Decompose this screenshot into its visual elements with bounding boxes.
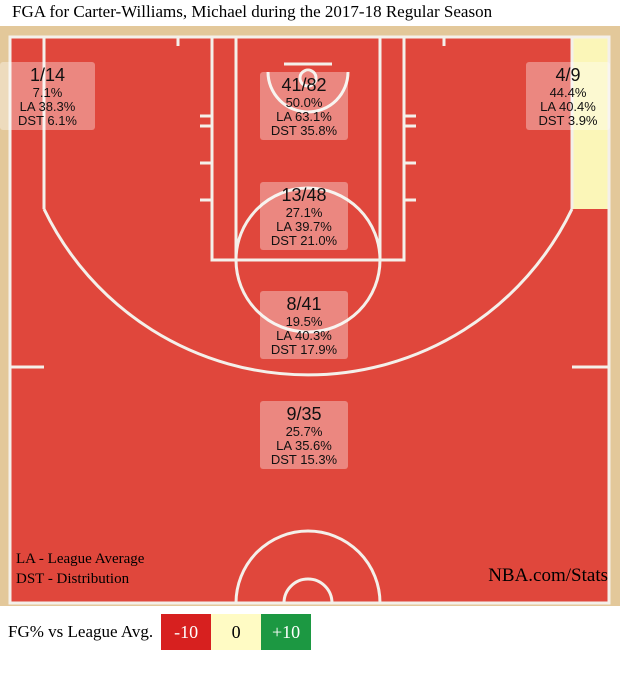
zone-la: LA 39.7% (276, 219, 332, 234)
zone-label-above-break-3: 9/35 25.7% LA 35.6% DST 15.3% (260, 401, 348, 469)
zone-dst: DST 21.0% (270, 233, 338, 248)
zone-la: LA 35.6% (276, 438, 332, 453)
chart-title: FGA for Carter-Williams, Michael during … (12, 2, 493, 21)
note-la: LA - League Average (16, 551, 145, 567)
zone-left-corner-3 (10, 37, 44, 209)
zone-la: LA 40.3% (276, 328, 332, 343)
center-circle-inner (282, 577, 334, 604)
zone-label-restricted-area: 41/82 50.0% LA 63.1% DST 35.8% (260, 72, 348, 140)
three-point-arc (42, 208, 574, 377)
zone-made-attempts: 8/41 (286, 294, 322, 314)
zone-fg-pct: 7.1% (32, 85, 63, 100)
zone-la: LA 38.3% (19, 99, 76, 114)
zone-right-corner-3 (572, 37, 609, 209)
zone-dst: DST 35.8% (270, 123, 338, 138)
center-circle (234, 529, 382, 604)
zone-label-right-corner-3: 4/9 44.4% LA 40.4% DST 3.9% (526, 62, 610, 130)
zone-dst: DST 15.3% (270, 452, 338, 467)
legend-swatch-plus10: +10 (261, 614, 312, 650)
zone-fg-pct: 50.0% (285, 95, 323, 110)
zone-fg-pct: 19.5% (285, 314, 323, 329)
zone-fg-pct: 44.4% (549, 85, 587, 100)
zone-made-attempts: 41/82 (281, 75, 327, 95)
legend: FG% vs League Avg. -10 0 +10 (8, 614, 312, 650)
lane-inner (234, 35, 382, 262)
zone-made-attempts: 1/14 (29, 65, 66, 85)
note-dst: DST - Distribution (16, 571, 130, 587)
legend-swatch-0: 0 (211, 614, 262, 650)
legend-swatch-minus10: -10 (161, 614, 212, 650)
hoop (298, 68, 318, 88)
zone-la: LA 63.1% (276, 109, 332, 124)
court (0, 26, 620, 606)
zone-dst: DST 3.9% (538, 113, 598, 128)
source-label: NBA.com/Stats (488, 565, 608, 586)
zone-dst: DST 17.9% (270, 342, 338, 357)
legend-label: FG% vs League Avg. (8, 622, 154, 641)
free-throw-circle (234, 186, 382, 334)
zone-made-attempts: 13/48 (281, 185, 327, 205)
zone-la: LA 40.4% (540, 99, 596, 114)
zone-made-attempts: 9/35 (286, 404, 322, 424)
zone-label-paint-non-ra: 13/48 27.1% LA 39.7% DST 21.0% (260, 182, 348, 250)
restricted-arc (266, 71, 350, 114)
zone-label-mid-range: 8/41 19.5% LA 40.3% DST 17.9% (260, 291, 348, 359)
zone-fg-pct: 27.1% (285, 205, 323, 220)
zone-fg-pct: 25.7% (285, 424, 323, 439)
zone-dst: DST 6.1% (17, 113, 77, 128)
zone-main (10, 37, 609, 603)
zone-made-attempts: 4/9 (555, 65, 581, 85)
zone-label-left-corner-3: 1/14 7.1% LA 38.3% DST 6.1% (0, 62, 95, 130)
